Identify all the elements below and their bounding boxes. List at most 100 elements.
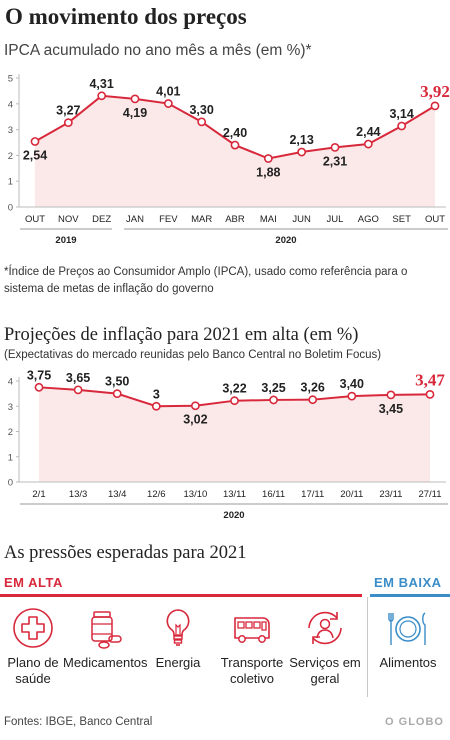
pressure-label: Plano de saúde — [7, 655, 59, 686]
data-label: 2,54 — [23, 148, 47, 162]
data-label: 1,88 — [256, 165, 280, 179]
x-tick-label: 20/11 — [340, 489, 363, 500]
x-tick-label: 13/3 — [69, 489, 88, 500]
data-point — [425, 389, 435, 399]
page-title: O movimento dos preços — [5, 4, 247, 29]
data-label: 3,92 — [420, 82, 450, 101]
data-point — [386, 390, 396, 400]
y-tick-label: 2 — [8, 151, 13, 162]
section3-title: As pressões esperadas para 2021 — [4, 543, 247, 563]
year-label: 2020 — [223, 510, 244, 521]
data-label: 3,40 — [340, 377, 364, 391]
pressure-item-energia: Energia — [138, 605, 218, 671]
x-tick-label: 13/10 — [184, 489, 208, 500]
series-area — [39, 387, 430, 482]
data-point — [308, 395, 318, 405]
data-label: 2,13 — [289, 133, 313, 147]
data-label: 3,25 — [261, 381, 285, 395]
pressure-label: Serviços em geral — [289, 655, 361, 686]
y-tick-label: 4 — [8, 377, 13, 388]
data-label: 3,75 — [27, 368, 51, 382]
y-tick-label: 4 — [8, 99, 13, 110]
lightbulb-icon — [166, 609, 190, 646]
x-tick-label: 13/4 — [108, 489, 127, 500]
pressures-divider — [367, 597, 368, 697]
chart1-subtitle: IPCA acumulado no ano mês a mês (em %)* — [4, 42, 312, 59]
data-label: 3,22 — [222, 382, 246, 396]
data-label: 4,01 — [156, 85, 180, 99]
data-label: 4,31 — [89, 77, 113, 91]
pressure-item-transporte: Transporte coletivo — [211, 605, 293, 687]
x-tick-label: SET — [392, 214, 411, 225]
medicine-icon — [91, 611, 122, 649]
pressure-item-plano-de-saude: Plano de saúde — [0, 605, 73, 687]
pressure-label: Energia — [155, 655, 201, 670]
year-label: 2020 — [275, 235, 296, 246]
services-icon — [308, 611, 342, 645]
y-tick-label: 0 — [8, 478, 13, 489]
data-point — [112, 389, 122, 399]
em-alta-rule — [0, 594, 362, 597]
x-tick-label: MAI — [260, 214, 277, 225]
data-point — [73, 385, 83, 395]
data-label: 4,19 — [123, 106, 147, 120]
data-point — [197, 117, 207, 127]
pressure-label: Transporte coletivo — [220, 655, 284, 686]
data-point — [30, 137, 40, 146]
data-label: 3,50 — [105, 375, 129, 389]
data-point — [97, 91, 107, 101]
em-alta-label: EM ALTA — [4, 575, 63, 590]
data-point — [269, 395, 278, 405]
data-label: 2,44 — [356, 125, 380, 139]
y-tick-label: 0 — [8, 203, 13, 214]
x-tick-label: 16/11 — [262, 489, 285, 500]
section2-title: Projeções de inflação para 2021 em alta … — [4, 325, 359, 345]
pressure-label: Medicamentos — [63, 655, 148, 670]
x-tick-label: 23/11 — [379, 489, 402, 500]
y-tick-label: 3 — [8, 402, 13, 413]
y-tick-label: 1 — [8, 177, 13, 188]
data-point — [63, 118, 73, 128]
x-tick-label: OUT — [425, 214, 445, 225]
data-label: 3 — [153, 387, 160, 401]
series-area — [35, 95, 435, 207]
pressure-item-alimentos: Alimentos — [368, 605, 448, 671]
em-baixa-label: EM BAIXA — [374, 575, 442, 590]
data-point — [34, 382, 44, 392]
x-tick-label: ABR — [225, 214, 245, 225]
data-point — [363, 139, 373, 149]
brand-logo: O GLOBO — [385, 716, 444, 728]
data-point — [151, 401, 161, 411]
data-label: 3,26 — [301, 381, 325, 395]
x-tick-label: JAN — [126, 214, 144, 225]
x-tick-label: OUT — [25, 214, 45, 225]
pressure-item-servicos: Serviços em geral — [285, 605, 365, 687]
data-label: 3,02 — [183, 413, 207, 427]
data-point — [130, 94, 140, 104]
x-tick-label: 12/6 — [147, 489, 166, 500]
x-tick-label: 13/11 — [223, 489, 246, 500]
data-point — [330, 143, 340, 152]
data-label: 3,47 — [415, 370, 445, 389]
y-tick-label: 1 — [8, 452, 13, 463]
data-point — [163, 99, 173, 108]
year-label: 2019 — [55, 235, 76, 246]
data-point — [190, 401, 200, 411]
em-baixa-rule — [370, 594, 450, 597]
footnote: *Índice de Preços ao Consumidor Amplo (I… — [4, 266, 408, 295]
data-point — [230, 396, 239, 406]
data-point — [230, 140, 240, 150]
x-tick-label: 27/11 — [418, 489, 441, 500]
x-tick-label: JUN — [292, 214, 311, 225]
x-tick-label: 2/1 — [32, 489, 45, 500]
pressure-item-medicamentos: Medicamentos — [63, 605, 148, 671]
chart2-subtitle: (Expectativas do mercado reunidas pelo B… — [4, 349, 382, 361]
data-label: 2,40 — [223, 126, 247, 140]
projections-chart: 0 1 2 3 4 3,75 2/1 3,65 13/3 3,50 13/4 3 12/6 3,02 13/… — [8, 368, 448, 521]
source-note: Fontes: IBGE, Banco Central — [4, 716, 153, 728]
x-tick-label: DEZ — [92, 214, 111, 225]
data-point — [263, 154, 273, 163]
bus-icon — [234, 617, 270, 643]
data-point — [397, 121, 407, 131]
data-label: 3,65 — [66, 371, 90, 385]
